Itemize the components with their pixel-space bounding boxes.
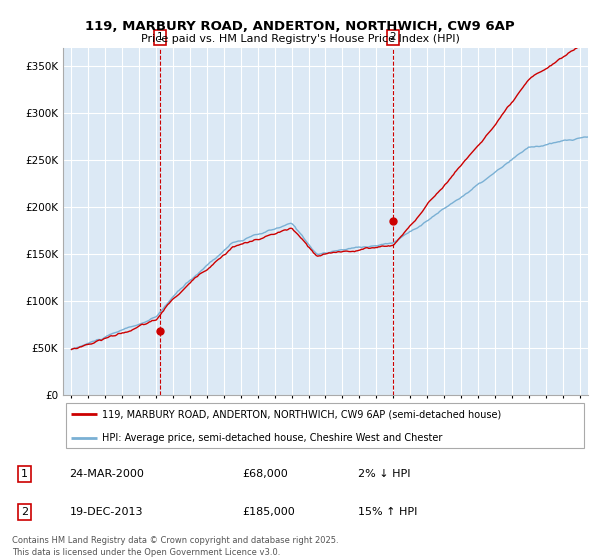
Text: 1: 1 <box>21 469 28 479</box>
Text: 1: 1 <box>157 32 163 43</box>
Text: 24-MAR-2000: 24-MAR-2000 <box>70 469 145 479</box>
Text: £185,000: £185,000 <box>242 507 295 517</box>
Text: 19-DEC-2013: 19-DEC-2013 <box>70 507 143 517</box>
Text: Price paid vs. HM Land Registry's House Price Index (HPI): Price paid vs. HM Land Registry's House … <box>140 34 460 44</box>
Text: 15% ↑ HPI: 15% ↑ HPI <box>358 507 417 517</box>
FancyBboxPatch shape <box>65 403 584 448</box>
Text: 119, MARBURY ROAD, ANDERTON, NORTHWICH, CW9 6AP: 119, MARBURY ROAD, ANDERTON, NORTHWICH, … <box>85 20 515 32</box>
Text: 2: 2 <box>389 32 396 43</box>
Text: Contains HM Land Registry data © Crown copyright and database right 2025.
This d: Contains HM Land Registry data © Crown c… <box>12 536 338 557</box>
Text: 2: 2 <box>21 507 28 517</box>
Text: HPI: Average price, semi-detached house, Cheshire West and Chester: HPI: Average price, semi-detached house,… <box>103 433 443 443</box>
Text: 2% ↓ HPI: 2% ↓ HPI <box>358 469 410 479</box>
Text: 119, MARBURY ROAD, ANDERTON, NORTHWICH, CW9 6AP (semi-detached house): 119, MARBURY ROAD, ANDERTON, NORTHWICH, … <box>103 409 502 419</box>
Text: £68,000: £68,000 <box>242 469 288 479</box>
